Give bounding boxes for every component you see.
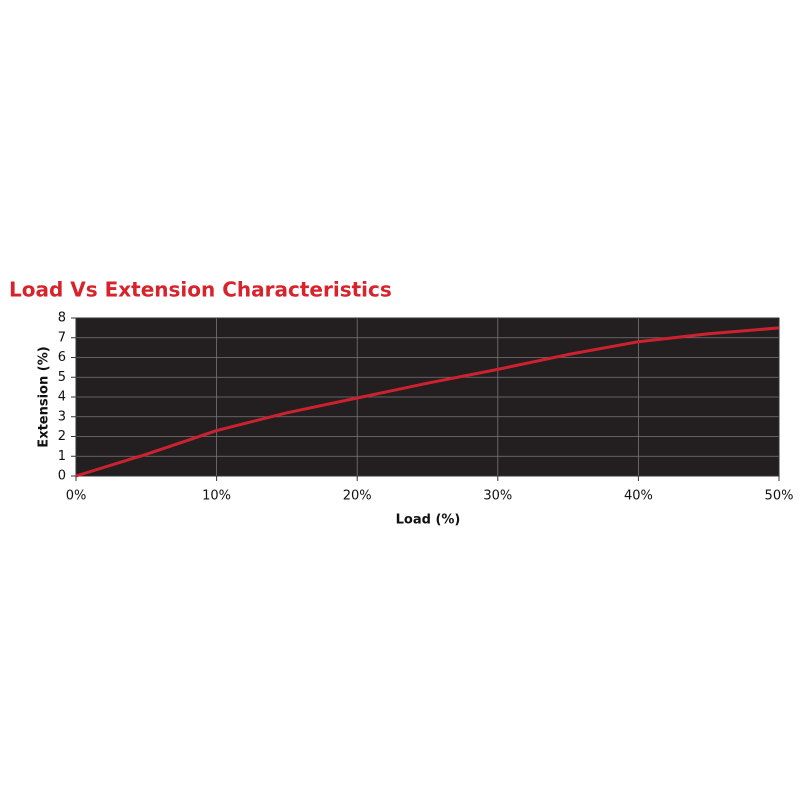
y-tick-label: 2 (58, 429, 66, 444)
x-tick-label: 10% (202, 489, 231, 504)
y-tick-label: 1 (58, 449, 66, 464)
y-tick-label: 5 (58, 370, 66, 385)
x-axis-title: Load (%) (396, 513, 461, 528)
y-tick-label: 4 (58, 390, 66, 405)
y-tick-label: 8 (58, 311, 66, 326)
y-tick-label: 7 (58, 330, 66, 345)
x-tick-label: 30% (483, 489, 512, 504)
y-tick-label: 6 (58, 350, 66, 365)
chart-title: Load Vs Extension Characteristics (9, 278, 392, 302)
plot-border (75, 317, 780, 477)
x-tick-label: 0% (66, 489, 87, 504)
y-axis-title: Extension (%) (37, 346, 52, 447)
x-tick-label: 20% (343, 489, 372, 504)
y-tick-label: 3 (58, 409, 66, 424)
series-line (75, 326, 780, 478)
x-tick-label: 50% (765, 489, 794, 504)
x-tick-label: 40% (624, 489, 653, 504)
y-tick-label: 0 (58, 469, 66, 484)
